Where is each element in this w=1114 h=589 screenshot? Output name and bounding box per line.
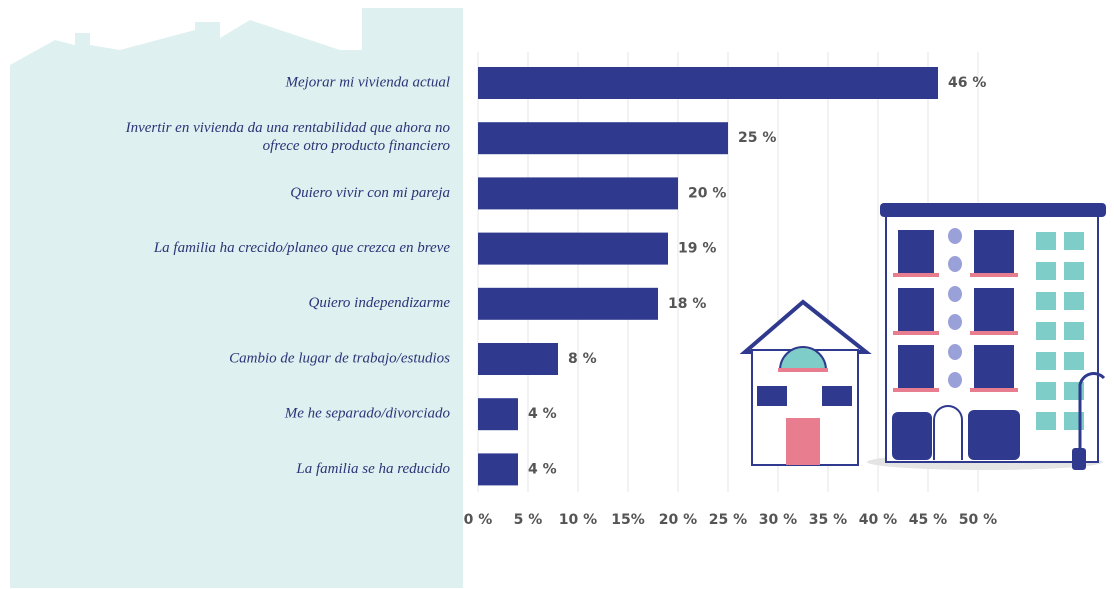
value-label: 18 %	[668, 296, 706, 312]
x-tick-label: 5 %	[514, 512, 543, 528]
value-label: 4 %	[528, 406, 557, 422]
value-label: 46 %	[948, 75, 986, 91]
bar	[478, 287, 658, 320]
x-tick-label: 35 %	[809, 512, 847, 528]
category-label: Quiero vivir con mi pareja	[290, 185, 450, 201]
x-tick-label: 50 %	[959, 512, 997, 528]
value-label: 19 %	[678, 241, 716, 257]
x-tick-label: 15%	[611, 512, 645, 528]
bar	[478, 453, 518, 486]
category-label: Quiero independizarme	[308, 295, 450, 311]
background-house	[10, 8, 463, 588]
category-label: Invertir en vivienda da una rentabilidad…	[125, 121, 451, 155]
bar	[478, 232, 668, 265]
value-label: 8 %	[568, 351, 597, 367]
x-tick-label: 10 %	[559, 512, 597, 528]
bar	[478, 398, 518, 431]
bar	[478, 122, 728, 155]
category-label: Cambio de lugar de trabajo/estudios	[229, 350, 450, 366]
x-tick-label: 30 %	[759, 512, 797, 528]
value-label: 20 %	[688, 185, 726, 201]
x-tick-label: 40 %	[859, 512, 897, 528]
value-label: 4 %	[528, 461, 557, 477]
category-label: Me he separado/divorciado	[284, 406, 451, 422]
category-label: La familia ha crecido/planeo que crezca …	[153, 240, 451, 256]
x-tick-label: 45 %	[909, 512, 947, 528]
bar	[478, 177, 678, 210]
value-label: 25 %	[738, 130, 776, 146]
x-tick-label: 0 %	[464, 512, 493, 528]
building-illustration	[739, 203, 1106, 470]
bar	[478, 67, 938, 99]
category-label: Mejorar mi vivienda actual	[284, 74, 450, 90]
category-label: La familia se ha reducido	[295, 461, 450, 477]
x-tick-label: 20 %	[659, 512, 697, 528]
bar	[478, 343, 558, 375]
x-tick-label: 25 %	[709, 512, 747, 528]
